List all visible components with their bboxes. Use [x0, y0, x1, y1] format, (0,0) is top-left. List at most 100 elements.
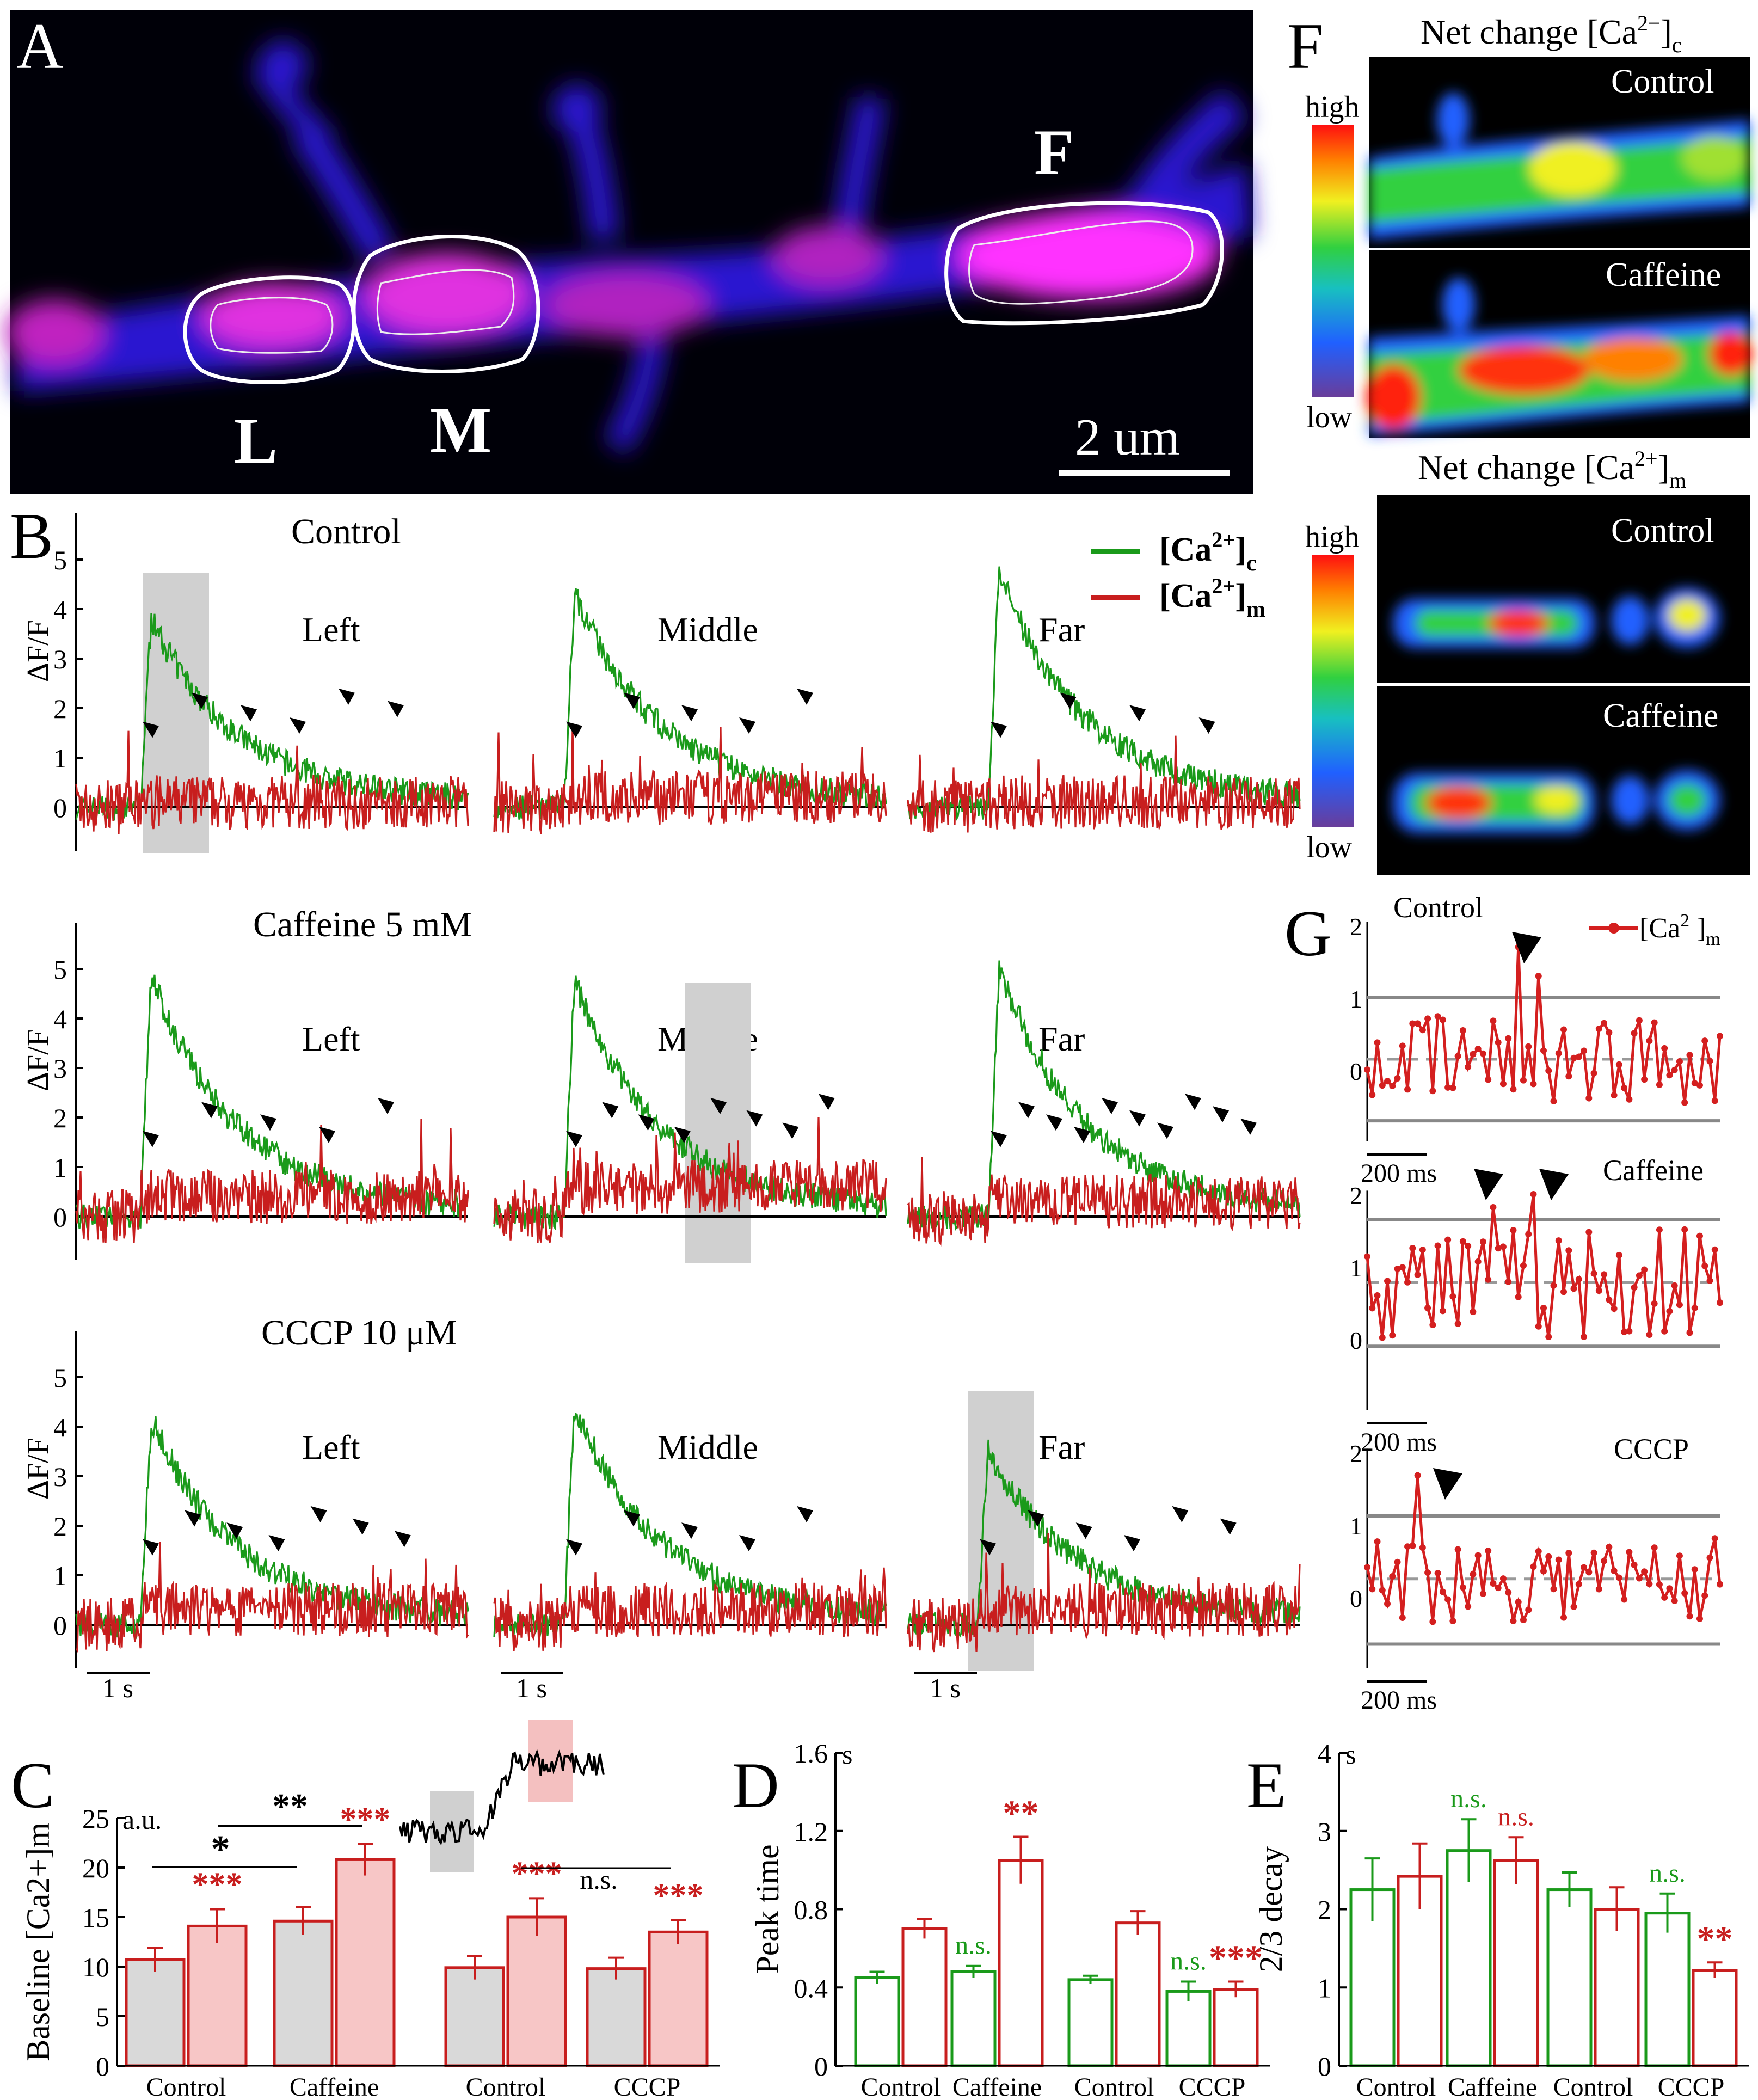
roi-left[interactable]: [183, 275, 356, 384]
y-tick-label: 3: [53, 1053, 67, 1084]
g-point: [1499, 1575, 1507, 1582]
g-point: [1615, 1251, 1622, 1258]
roi-far[interactable]: [944, 201, 1224, 326]
g-point: [1636, 1017, 1643, 1024]
g-point: [1520, 1077, 1527, 1084]
y-tick-label: 0: [814, 2051, 828, 2081]
g-point: [1666, 1072, 1673, 1079]
g-point: [1374, 1292, 1381, 1299]
panel-letter-f: F: [1287, 10, 1324, 82]
roi-middle[interactable]: [352, 235, 540, 373]
arrowhead: [185, 1510, 201, 1527]
arrowhead: [1102, 1097, 1118, 1114]
annotation: n.s.: [1649, 1859, 1686, 1888]
g-point: [1641, 1568, 1648, 1575]
trace-1-0: Left: [75, 974, 469, 1243]
g-point: [1459, 1027, 1466, 1034]
g-point: [1409, 1542, 1416, 1549]
g-point: [1651, 1544, 1658, 1551]
g-point: [1465, 1064, 1472, 1071]
g-point: [1565, 1247, 1572, 1254]
arrowhead: [1124, 1535, 1140, 1552]
g-point: [1631, 1284, 1638, 1291]
arrowhead: [268, 1535, 285, 1552]
y-tick-label: 1.6: [794, 1738, 828, 1769]
category-label: Caffeine: [1448, 2073, 1537, 2100]
y-unit: a.u.: [122, 1804, 162, 1835]
annotation: ***: [1209, 1938, 1263, 1978]
g-point: [1374, 1538, 1381, 1545]
g-point: [1585, 1095, 1593, 1102]
g-point: [1474, 1258, 1482, 1265]
g-point: [1525, 1043, 1532, 1050]
g-point: [1515, 1599, 1522, 1606]
y-axis-row-0: 0 1 2 3 4 5 ΔF/F: [21, 513, 83, 851]
dendrite-image: [5, 41, 1252, 455]
g-point: [1384, 1078, 1391, 1085]
g-point: [1424, 1304, 1431, 1311]
g-point: [1535, 973, 1542, 980]
arrowhead: [1220, 1518, 1237, 1535]
heatmap-mito-caffeine: Caffeine: [1377, 686, 1750, 875]
g-arrowhead: [1512, 932, 1541, 963]
arrowhead: [143, 721, 159, 738]
site-label: Left: [302, 1428, 360, 1466]
arrowhead: [710, 1097, 727, 1114]
annotation: n.s.: [1450, 1784, 1487, 1813]
trace-0-1: Middle: [493, 588, 887, 834]
g-point: [1696, 1232, 1703, 1239]
arrowhead: [1240, 1118, 1257, 1135]
panel-letter-a: A: [16, 10, 64, 82]
g-point: [1701, 1262, 1708, 1269]
g-point: [1686, 1329, 1693, 1336]
f-label-4: Caffeine: [1603, 697, 1718, 734]
bar: [1493, 1859, 1539, 2067]
bar: [854, 1976, 900, 2067]
g-mito-line: [1366, 1194, 1722, 1338]
g-point: [1525, 1606, 1532, 1613]
mito-trace: [493, 1117, 887, 1243]
bar: [901, 1927, 948, 2067]
annotation: n.s.: [1498, 1802, 1534, 1831]
y-tick-label: 1: [1318, 1973, 1331, 2003]
g-trace-0: Control 0 1 2 200 ms: [1350, 891, 1723, 1188]
cyto-trace: [907, 1439, 1301, 1638]
cbar2-low: low: [1306, 831, 1353, 864]
y-unit: s: [842, 1739, 852, 1770]
g-point: [1384, 1278, 1391, 1285]
y-axis-row-1: 0 1 2 3 4 5 ΔF/F: [21, 923, 83, 1260]
arrowhead: [290, 717, 306, 734]
annotation: n.s.: [1170, 1947, 1207, 1975]
g-point: [1540, 1568, 1547, 1575]
arrowhead: [797, 1506, 813, 1522]
g-point: [1711, 1246, 1718, 1253]
g-point: [1560, 1288, 1568, 1295]
g-tick-label: 1: [1350, 1512, 1362, 1540]
arrowhead: [394, 1531, 411, 1548]
g-point: [1409, 1244, 1416, 1251]
g-point: [1505, 1035, 1512, 1042]
y-axis-row-2: 0 1 2 3 4 5 ΔF/F: [21, 1331, 83, 1668]
y-axis-label: Baseline [Ca2+]m: [20, 1822, 56, 2061]
g-point: [1595, 1025, 1602, 1032]
y-tick-label: 0.4: [794, 1973, 828, 2003]
category-label: Control: [861, 2073, 941, 2100]
arrowhead: [739, 1535, 755, 1552]
g-point: [1671, 1282, 1678, 1289]
g-point: [1495, 1585, 1502, 1592]
bar: [506, 1915, 567, 2067]
g-point: [1560, 1026, 1568, 1033]
arrowhead: [566, 1539, 582, 1556]
g-point: [1474, 1552, 1482, 1559]
panel-d: D 0 0.4 0.8 1.2 1.6 s Peak time Control Caffeine…: [732, 1738, 1270, 2100]
g-point: [1404, 1279, 1411, 1286]
g-point: [1611, 1567, 1618, 1574]
g-point: [1575, 1581, 1582, 1588]
arrowhead: [991, 721, 1007, 738]
g-point: [1717, 1581, 1723, 1588]
g-point: [1701, 1592, 1708, 1599]
g-point: [1656, 1581, 1663, 1588]
scale-bar-a: [1059, 470, 1230, 476]
y-tick-label: 15: [82, 1902, 109, 1933]
